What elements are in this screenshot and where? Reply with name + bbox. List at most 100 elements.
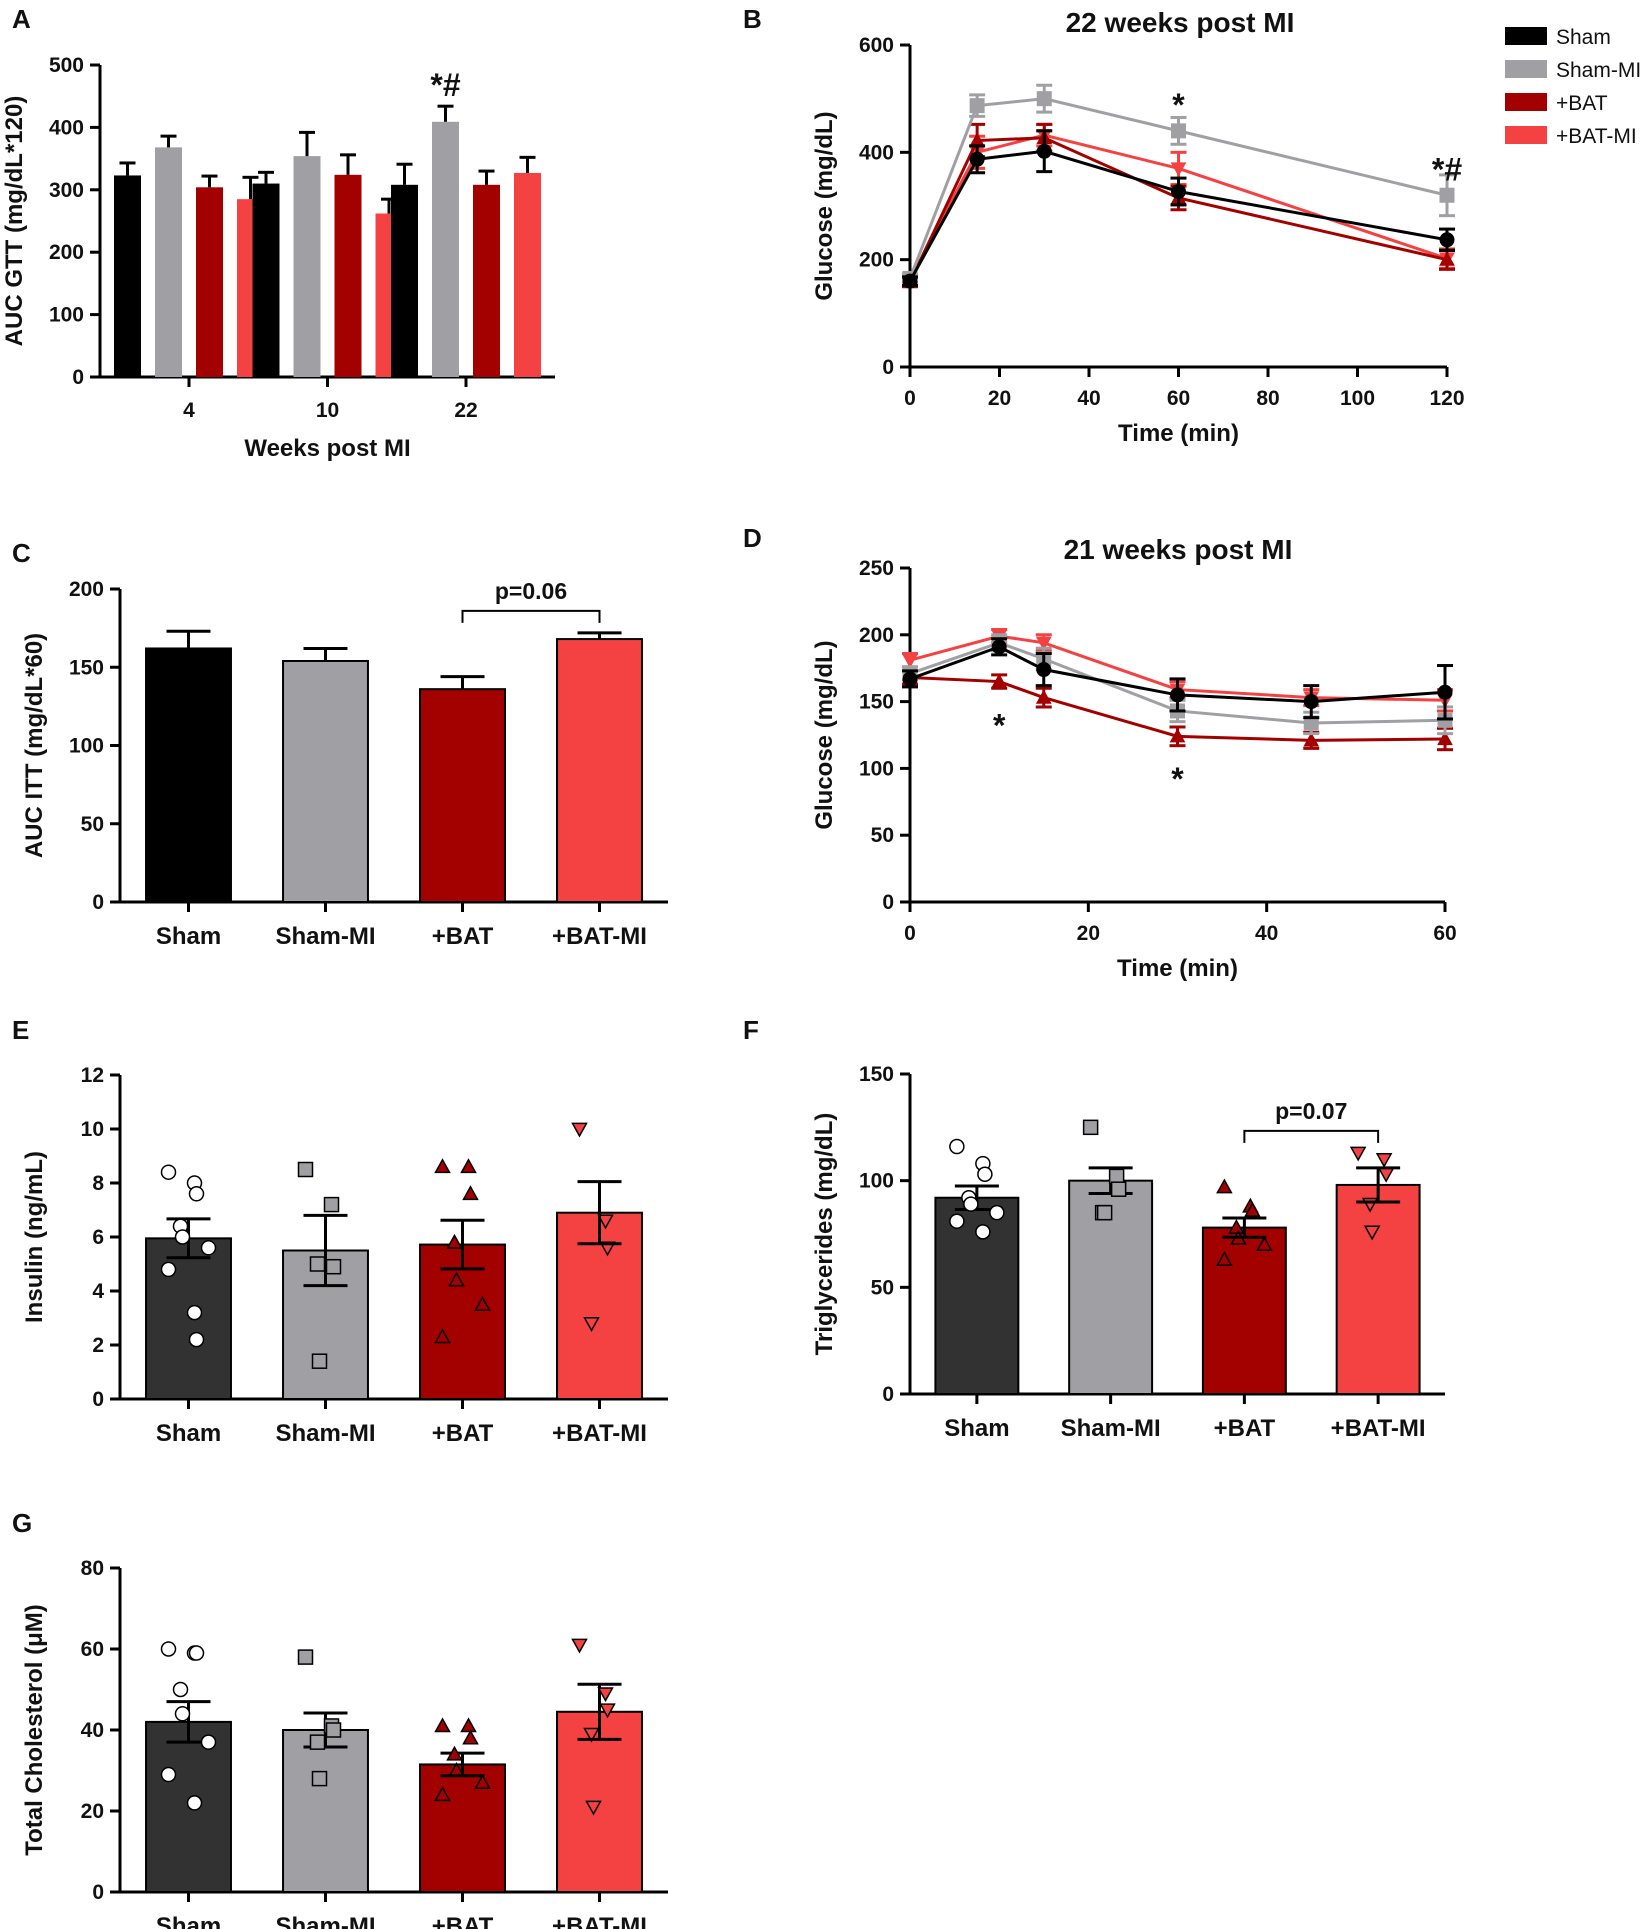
y-tick-label: 200	[69, 578, 104, 601]
data-point	[474, 1774, 491, 1789]
significance-mark: *#	[1432, 151, 1462, 187]
x-tick-label: 120	[1429, 387, 1464, 410]
bar	[473, 184, 500, 377]
data-point	[325, 1722, 342, 1738]
data-point	[297, 1161, 314, 1178]
panel-A: 0 100 200 300 400 500 AUC GTT (mg/dL*120) 4 10 22…	[1, 54, 555, 462]
data-point	[1170, 687, 1185, 703]
y-tick-label: 100	[859, 1170, 894, 1193]
error-bar	[440, 675, 485, 690]
data-point	[474, 1295, 491, 1311]
chart-title: 22 weeks post MI	[1066, 7, 1295, 38]
bar	[145, 647, 232, 903]
data-point	[599, 1703, 616, 1719]
error-bar	[160, 134, 177, 148]
data-point	[188, 1331, 205, 1348]
data-point	[160, 1164, 177, 1180]
bar	[419, 1763, 506, 1894]
bar	[145, 1237, 232, 1400]
data-point	[309, 1734, 326, 1750]
legend-swatch	[1505, 93, 1547, 111]
y-tick-label: 12	[81, 1064, 104, 1087]
error-bar	[519, 155, 536, 173]
data-point	[583, 1317, 600, 1332]
data-point	[1171, 184, 1186, 200]
x-tick-label: 0	[904, 922, 916, 945]
data-point	[311, 1353, 328, 1369]
error-bar	[577, 1682, 622, 1741]
y-tick-label: 250	[859, 557, 894, 580]
x-tick-label: Sham	[944, 1415, 1009, 1442]
panel-letter: F	[743, 1015, 759, 1045]
data-point	[599, 1241, 616, 1257]
data-point	[434, 1786, 451, 1802]
y-tick-label: 200	[49, 241, 84, 264]
y-tick-label: 400	[859, 141, 894, 164]
data-point	[188, 1186, 205, 1202]
y-tick-label: 20	[81, 1800, 104, 1823]
data-point	[1437, 684, 1453, 700]
x-tick-label: 40	[1255, 922, 1278, 945]
error-bar	[440, 1218, 485, 1271]
error-bar	[437, 104, 454, 122]
x-tick-label: Sham	[156, 923, 221, 950]
data-point	[1082, 1119, 1099, 1136]
bar	[282, 659, 369, 903]
y-tick-label: 100	[859, 757, 894, 780]
y-tick-label: 0	[882, 891, 894, 914]
x-tick-label: 0	[904, 387, 916, 410]
series-shammi	[902, 83, 1455, 286]
data-point	[1035, 689, 1052, 704]
data-point	[1036, 143, 1052, 159]
y-tick-label: 6	[92, 1226, 104, 1249]
x-axis-title: Time (min)	[1118, 420, 1239, 447]
x-tick-label: Sham	[156, 1420, 221, 1447]
data-point	[460, 1717, 477, 1733]
y-tick-label: 600	[859, 34, 894, 57]
error-bar	[299, 130, 315, 157]
data-point	[585, 1800, 602, 1816]
data-point	[597, 1214, 614, 1230]
data-point	[448, 1761, 465, 1777]
legend-swatch	[1505, 60, 1547, 78]
error-bar	[201, 174, 218, 188]
series-sham	[902, 637, 1453, 721]
y-axis-title: AUC GTT (mg/dL*120)	[1, 96, 28, 347]
data-point	[975, 1224, 991, 1240]
data-point	[174, 1706, 191, 1722]
bar	[282, 1729, 369, 1893]
y-tick-label: 400	[49, 116, 84, 139]
data-point	[1244, 1201, 1261, 1217]
data-point	[991, 673, 1008, 688]
bar	[196, 187, 223, 377]
significance-mark: *	[1171, 761, 1184, 797]
y-axis-title: Triglycerides (mg/dL)	[811, 1113, 838, 1356]
y-tick-label: 150	[859, 1063, 894, 1086]
x-tick-label: 4	[183, 399, 195, 422]
data-point	[1171, 123, 1186, 139]
bar	[252, 183, 280, 377]
data-point	[991, 639, 1007, 655]
series-line	[909, 641, 1446, 725]
data-point	[186, 1795, 203, 1811]
data-point	[583, 1727, 600, 1743]
y-tick-label: 0	[92, 1388, 104, 1411]
bar	[514, 172, 541, 377]
data-point	[902, 273, 918, 289]
data-point	[309, 1256, 326, 1272]
y-tick-label: 2	[92, 1334, 104, 1357]
data-point	[902, 654, 918, 669]
legend-swatch	[1505, 27, 1547, 45]
data-point	[969, 151, 985, 167]
data-point	[1169, 728, 1186, 743]
x-tick-label: Sham-MI	[1061, 1415, 1161, 1442]
y-axis-title: Glucose (mg/dL)	[811, 111, 838, 300]
data-point	[1170, 162, 1187, 177]
bar	[114, 175, 141, 377]
data-point	[1216, 1178, 1233, 1194]
y-tick-label: 50	[81, 813, 104, 836]
y-tick-label: 4	[92, 1280, 104, 1303]
data-point	[200, 1240, 217, 1256]
legend-label: Sham	[1556, 26, 1611, 49]
panel-F: 0 50 100 150 Triglycerides (mg/dL) Sham Sham-M…	[811, 1063, 1445, 1442]
